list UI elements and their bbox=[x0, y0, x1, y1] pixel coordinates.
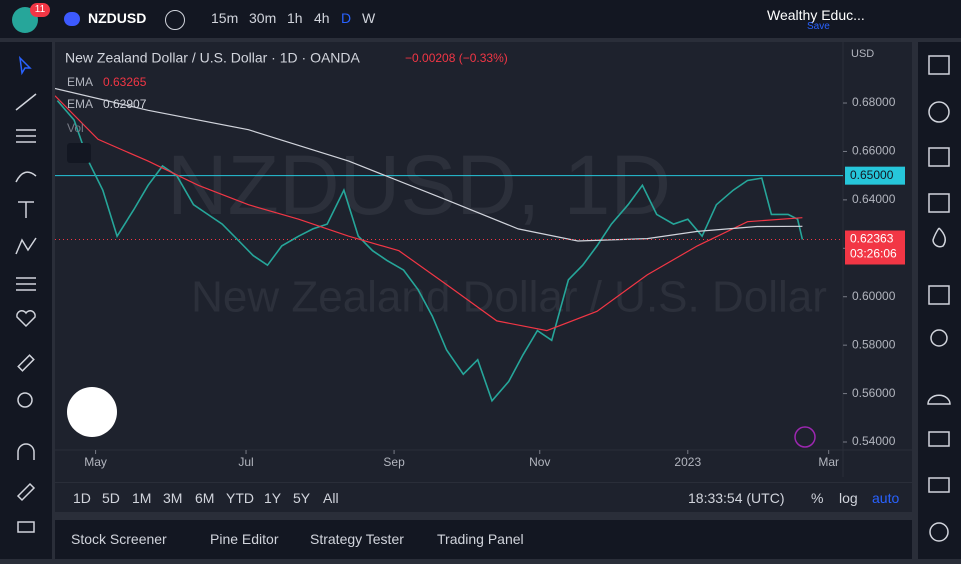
last-price-bg bbox=[845, 230, 905, 265]
right-toolbar bbox=[918, 42, 961, 559]
range-bar: 18:33:54 (UTC) % log auto 1D 5D 1M 3M 6M YTD 1… bbox=[55, 482, 912, 513]
legend-name: EMA bbox=[67, 97, 93, 111]
clock: 18:33:54 (UTC) bbox=[688, 490, 785, 506]
last-price-label: 0.62363 bbox=[850, 232, 894, 246]
badge: 11 bbox=[30, 3, 50, 17]
y-tick-label: 0.60000 bbox=[852, 289, 896, 303]
account[interactable]: Wealthy Educ... bbox=[767, 7, 865, 23]
timeframe[interactable]: 1h bbox=[287, 10, 303, 26]
calendar[interactable] bbox=[928, 285, 950, 305]
line-tool[interactable] bbox=[15, 93, 37, 111]
hline-label: 0.65000 bbox=[850, 168, 894, 182]
chart-panel: NZDUSD, 1D New Zealand Dollar / U.S. Doll… bbox=[55, 42, 912, 512]
symbol[interactable]: NZDUSD bbox=[88, 10, 147, 26]
fib-tool[interactable] bbox=[16, 129, 36, 143]
pattern-tool[interactable] bbox=[15, 237, 37, 255]
notifications[interactable] bbox=[928, 477, 950, 493]
panel-tab[interactable]: Trading Panel bbox=[437, 531, 524, 547]
y-tick-label: 0.68000 bbox=[852, 95, 896, 109]
watermark-subtitle: New Zealand Dollar / U.S. Dollar bbox=[191, 273, 827, 322]
legend-value: 0.62907 bbox=[103, 97, 147, 111]
brush-tool[interactable] bbox=[15, 171, 37, 183]
range-button[interactable]: All bbox=[323, 490, 339, 506]
y-tick-label: 0.58000 bbox=[852, 337, 896, 351]
chart: NZDUSD, 1D New Zealand Dollar / U.S. Doll… bbox=[55, 42, 912, 477]
timeframe[interactable]: 15m bbox=[211, 10, 239, 26]
right-icons bbox=[927, 55, 951, 542]
tradingview-logo bbox=[67, 387, 117, 437]
tool-icons bbox=[15, 55, 37, 533]
favorites[interactable] bbox=[16, 310, 36, 328]
watermark: NZDUSD, 1D bbox=[167, 138, 671, 232]
zoom[interactable] bbox=[17, 392, 33, 408]
volume-label: Vol bbox=[67, 121, 84, 135]
range-button[interactable]: YTD bbox=[226, 490, 254, 506]
top-toolbar: 11 NZDUSD Wealthy Educ... Save 15m 30m 1h 4… bbox=[0, 0, 961, 38]
percent[interactable]: % bbox=[811, 490, 824, 506]
legend-value: 0.63265 bbox=[103, 75, 147, 89]
plot-area bbox=[55, 42, 843, 450]
ema-line bbox=[55, 87, 803, 242]
x-tick-label: May bbox=[84, 455, 107, 469]
hline-label-bg bbox=[845, 166, 905, 185]
watchlist[interactable] bbox=[928, 55, 950, 75]
help[interactable] bbox=[929, 522, 949, 542]
range-button[interactable]: 3M bbox=[163, 490, 183, 506]
ruler[interactable] bbox=[17, 354, 35, 372]
auto[interactable]: auto bbox=[872, 490, 900, 506]
y-tick-label: 0.56000 bbox=[852, 386, 896, 400]
x-tick-label: 2023 bbox=[674, 455, 701, 469]
magnet[interactable] bbox=[17, 443, 35, 460]
left-toolbar bbox=[0, 42, 52, 559]
timeframe[interactable]: 30m bbox=[249, 10, 277, 26]
compare[interactable] bbox=[165, 10, 185, 30]
range-button[interactable]: 5Y bbox=[293, 490, 311, 506]
bottom-panel: Stock Screener Pine Editor Strategy Tester… bbox=[55, 520, 912, 559]
settings-button bbox=[794, 426, 816, 448]
prediction-tool[interactable] bbox=[16, 277, 36, 291]
currency: USD bbox=[851, 48, 874, 60]
data-window[interactable] bbox=[928, 193, 950, 213]
range-button[interactable]: 1D bbox=[73, 490, 91, 506]
price-line bbox=[56, 100, 804, 403]
range-button[interactable]: 1M bbox=[132, 490, 152, 506]
x-tick-label: Sep bbox=[383, 455, 405, 469]
countdown: 03:26:06 bbox=[850, 247, 897, 261]
streams[interactable] bbox=[928, 431, 950, 447]
save[interactable]: Save bbox=[807, 21, 830, 32]
alerts[interactable] bbox=[928, 101, 950, 123]
x-tick-label: Mar bbox=[818, 455, 839, 469]
x-tick-label: Jul bbox=[238, 455, 253, 469]
y-tick-label: 0.66000 bbox=[852, 144, 896, 158]
range-button[interactable]: 5D bbox=[102, 490, 120, 506]
panel-tab[interactable]: Strategy Tester bbox=[310, 531, 404, 547]
chart-title: New Zealand Dollar / U.S. Dollar · 1D · … bbox=[65, 50, 361, 66]
range-button[interactable]: 1Y bbox=[264, 490, 282, 506]
log[interactable]: log bbox=[839, 490, 858, 506]
timeframe[interactable]: W bbox=[362, 10, 376, 26]
y-tick-label: 0.64000 bbox=[852, 192, 896, 206]
timeframe[interactable]: 4h bbox=[314, 10, 330, 26]
ema-line bbox=[55, 95, 803, 332]
panel-tab[interactable]: Pine Editor bbox=[210, 531, 279, 547]
flag bbox=[64, 12, 80, 26]
text-tool[interactable] bbox=[18, 201, 34, 218]
chats[interactable] bbox=[927, 394, 951, 405]
y-tick-label: 0.54000 bbox=[852, 434, 896, 448]
hotlist[interactable] bbox=[932, 227, 946, 248]
price-change: −0.00208 (−0.33%) bbox=[405, 51, 508, 65]
news[interactable] bbox=[928, 147, 950, 167]
legend-name: EMA bbox=[67, 75, 93, 89]
timeframe[interactable]: D bbox=[341, 10, 352, 26]
lock[interactable] bbox=[17, 521, 35, 533]
drawing-mode[interactable] bbox=[16, 482, 36, 502]
ideas[interactable] bbox=[930, 329, 948, 347]
range-button[interactable]: 6M bbox=[195, 490, 215, 506]
panel-tab[interactable]: Stock Screener bbox=[71, 531, 167, 547]
collapse-legend[interactable] bbox=[67, 143, 91, 163]
cursor-tool[interactable] bbox=[18, 55, 32, 76]
x-tick-label: Nov bbox=[529, 455, 550, 469]
